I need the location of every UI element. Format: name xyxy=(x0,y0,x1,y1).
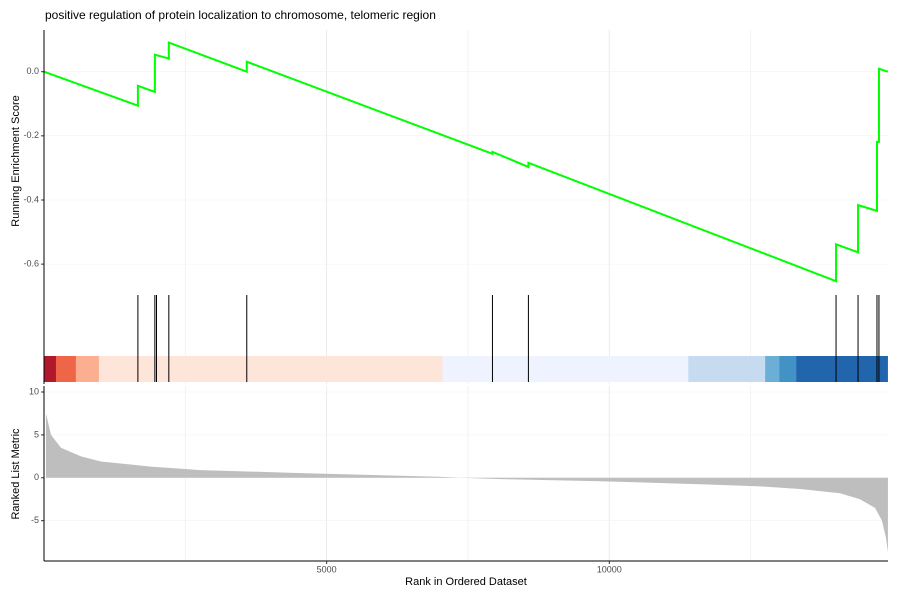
color-bar-segment xyxy=(75,356,99,382)
x-tick-label: 10000 xyxy=(597,564,622,574)
color-bar-segment xyxy=(44,356,56,382)
color-bar-segment xyxy=(55,356,76,382)
color-bar-segment xyxy=(98,356,443,382)
y-tick-label: -5 xyxy=(31,515,39,525)
color-bar-segment xyxy=(442,356,689,382)
y-tick-label: 0.0 xyxy=(26,66,39,76)
y-tick-label: -0.2 xyxy=(23,130,39,140)
y-tick-label: 10 xyxy=(29,386,39,396)
color-bar-segment xyxy=(779,356,797,382)
x-axis-title: Rank in Ordered Dataset xyxy=(405,576,527,588)
chart-title: positive regulation of protein localizat… xyxy=(45,8,436,22)
y-axis-title: Ranked List Metric xyxy=(10,428,22,520)
metric-area xyxy=(45,413,888,553)
color-bar-segment xyxy=(796,356,888,382)
color-bar-segment xyxy=(765,356,780,382)
es-line xyxy=(43,41,889,283)
y-tick-label: 5 xyxy=(34,429,39,439)
y-tick-label: -0.4 xyxy=(23,194,39,204)
y-tick-label: -0.6 xyxy=(23,259,39,269)
y-tick-label: 0 xyxy=(34,472,39,482)
y-axis-title: Running Enrichment Score xyxy=(10,95,22,226)
color-bar-segment xyxy=(688,356,766,382)
x-tick-label: 5000 xyxy=(317,564,337,574)
